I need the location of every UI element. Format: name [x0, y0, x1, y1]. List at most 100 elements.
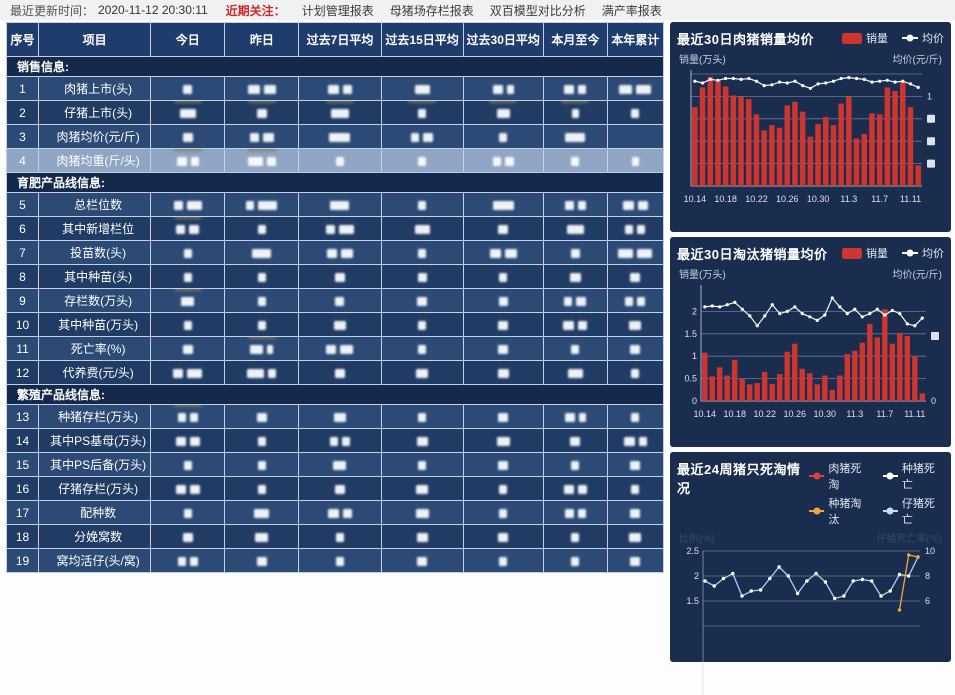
table-row[interactable]: 4 肉猪均重(斤/头): [5, 148, 665, 173]
table-row[interactable]: 7 投苗数(头): [5, 240, 665, 265]
redacted-blob: [498, 344, 509, 354]
redacted-blob: [182, 532, 193, 542]
redacted-blob: [252, 248, 272, 258]
svg-text:11.3: 11.3: [840, 194, 857, 204]
table-row[interactable]: 16 仔猪存栏(万头): [5, 476, 665, 501]
pig-sales-chart[interactable]: 1 10.14 10.18 10.22 10.26 10.30 11.3 11.7 11.11: [677, 66, 946, 216]
redacted-value-cell: [380, 428, 464, 453]
redacted-blob: [416, 532, 428, 542]
redacted-value-cell: [542, 312, 608, 337]
redacted-value-cell: [298, 264, 382, 289]
redacted-blob: [418, 248, 427, 258]
redacted-value-cell: [150, 192, 226, 217]
redacted-blob: [335, 296, 345, 306]
legend-item[interactable]: 均价: [902, 245, 944, 261]
redacted-blob: [578, 84, 587, 94]
dot-icon: [813, 507, 821, 515]
redacted-blob: [498, 320, 509, 330]
legend-item[interactable]: 肉猪死淘: [809, 460, 870, 492]
table-row[interactable]: 14 其中PS基母(万头): [5, 428, 665, 453]
legend-item[interactable]: 种猪死亡: [882, 460, 944, 492]
redacted-value-cell: [150, 404, 226, 429]
redacted-blob: [183, 272, 192, 282]
redacted-value-cell: [542, 240, 608, 265]
legend-item[interactable]: 仔猪死亡: [882, 495, 944, 527]
redacted-blob: [418, 200, 427, 210]
cull-pig-sales-chart[interactable]: 0 0.5 1 1.5 2 0 10.14 10.18 10.22 10.26 10.30 11.3 1…: [677, 281, 946, 431]
redacted-blob: [173, 200, 183, 210]
row-label: 肉猪均价(元/斤): [38, 124, 152, 149]
redacted-value-cell: [380, 404, 464, 429]
row-label: 其中PS后备(万头): [38, 452, 152, 477]
redacted-blob: [618, 248, 634, 258]
redacted-value-cell: [380, 148, 464, 173]
table-row[interactable]: 10 其中种苗(万头): [5, 312, 665, 337]
table-row[interactable]: 15 其中PS后备(万头): [5, 452, 665, 477]
redacted-blob: [498, 532, 509, 542]
redacted-blob: [498, 460, 509, 470]
redacted-value-cell: [380, 192, 464, 217]
redacted-blob: [175, 484, 186, 494]
redacted-value-cell: [380, 336, 464, 361]
redacted-blob: [334, 272, 345, 282]
table-row[interactable]: 3 肉猪均价(元/斤): [5, 124, 665, 149]
topbar-link[interactable]: 母猪场存栏报表: [389, 3, 474, 18]
legend-item[interactable]: 种猪淘汰: [809, 495, 870, 527]
table-row[interactable]: 13 种猪存栏(万头): [5, 404, 665, 429]
bar-swatch-icon: [842, 247, 862, 259]
row-index: 7: [5, 240, 40, 265]
topbar-link[interactable]: 满产率报表: [601, 3, 662, 18]
dot-icon: [886, 472, 894, 480]
chart-legend: 销量 均价: [842, 244, 944, 261]
redacted-blob: [499, 508, 508, 518]
redacted-blob: [335, 156, 344, 166]
redacted-value-cell: [298, 452, 382, 477]
row-label: 其中新增栏位: [38, 216, 152, 241]
redacted-blob: [173, 368, 184, 378]
legend-item[interactable]: 销量: [842, 245, 888, 261]
redacted-blob: [571, 108, 579, 118]
table-row[interactable]: 17 配种数: [5, 500, 665, 525]
redacted-blob: [190, 156, 199, 166]
line-dot-icon: [902, 249, 918, 257]
topbar-link[interactable]: 计划管理报表: [301, 3, 374, 18]
svg-text:10.26: 10.26: [784, 409, 807, 419]
svg-text:1: 1: [927, 91, 932, 101]
table-row[interactable]: 18 分娩窝数: [5, 524, 665, 549]
redacted-blob: [570, 248, 580, 258]
redacted-value-cell: [150, 428, 226, 453]
legend-item[interactable]: 均价: [902, 30, 944, 46]
table-row[interactable]: 9 存栏数(万头): [5, 288, 665, 313]
row-label: 肉猪均重(斤/头): [38, 148, 152, 173]
mortality-chart[interactable]: 2.5 2 1.5 10 8 6: [677, 545, 946, 695]
report-table-body: 销售信息: 1 肉猪上市(头) 2 仔猪上市(头) 3 肉猪均价(元/斤) 4 肉猪均重(斤/头…: [5, 56, 665, 573]
table-row[interactable]: 1 肉猪上市(头): [5, 76, 665, 101]
redacted-value-cell: [606, 312, 665, 337]
svg-text:0.5: 0.5: [684, 374, 697, 384]
redacted-blob: [262, 132, 274, 142]
redacted-value-cell: [462, 476, 544, 501]
redacted-blob: [625, 224, 634, 234]
table-row[interactable]: 8 其中种苗(头): [5, 264, 665, 289]
row-label: 配种数: [38, 500, 152, 525]
redaction-smudge: [408, 101, 437, 103]
legend-item[interactable]: 销量: [842, 30, 888, 46]
table-row[interactable]: 11 死亡率(%): [5, 336, 665, 361]
redacted-blob: [417, 296, 428, 306]
line-dot-icon: [902, 34, 918, 42]
table-row[interactable]: 19 窝均活仔(头/窝): [5, 548, 665, 573]
svg-text:11.7: 11.7: [876, 409, 893, 419]
redacted-value-cell: [462, 500, 544, 525]
redacted-blob: [257, 224, 266, 234]
table-row[interactable]: 5 总栏位数: [5, 192, 665, 217]
table-row[interactable]: 2 仔猪上市(头): [5, 100, 665, 125]
redacted-value-cell: [224, 548, 300, 573]
table-row[interactable]: 12 代养费(元/头): [5, 360, 665, 385]
row-index: 1: [5, 76, 40, 101]
redacted-value-cell: [298, 76, 382, 101]
redacted-value-cell: [298, 216, 382, 241]
redacted-value-cell: [606, 336, 665, 361]
redacted-blob: [175, 436, 186, 446]
topbar-link[interactable]: 双百模型对比分析: [489, 3, 586, 18]
table-row[interactable]: 6 其中新增栏位: [5, 216, 665, 241]
